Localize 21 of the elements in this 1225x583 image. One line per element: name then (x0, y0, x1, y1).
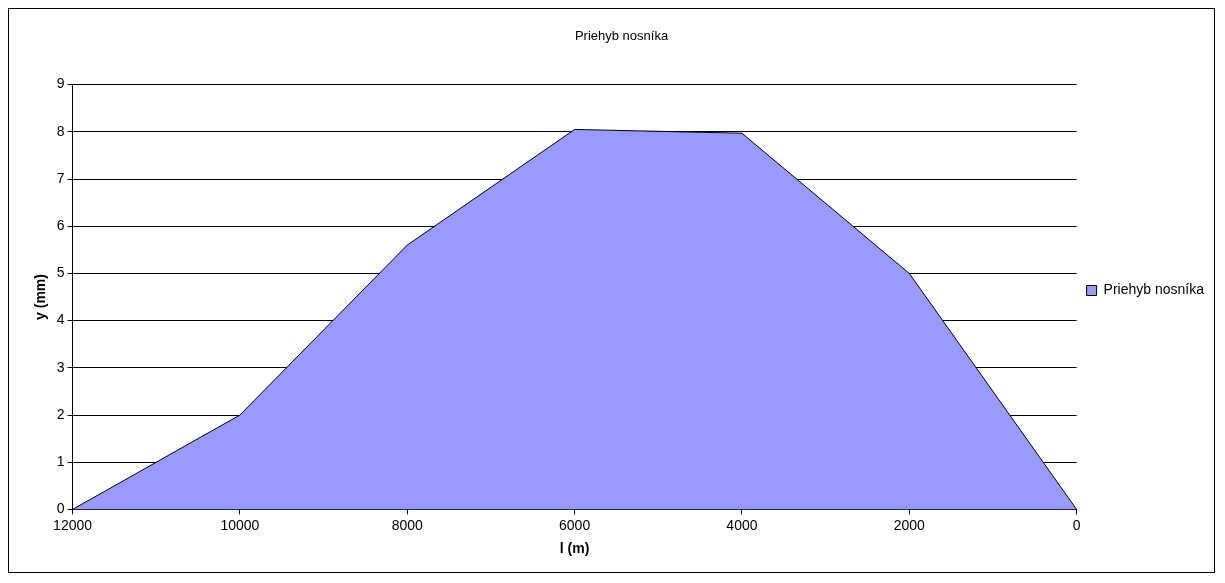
x-axis-title: l (m) (559, 540, 590, 557)
y-tick-label: 2 (56, 405, 65, 422)
y-tick-label: 7 (56, 169, 65, 186)
y-tick-label: 3 (56, 358, 65, 375)
y-axis-title: y (mm) (32, 274, 49, 320)
x-tick-label: 12000 (53, 516, 93, 533)
y-tick-label: 5 (56, 264, 65, 281)
x-tick-label: 4000 (726, 516, 758, 533)
y-tick-label: 6 (56, 217, 65, 234)
x-tick-label: 2000 (893, 516, 926, 533)
chart-title: Priehyb nosníka (574, 28, 669, 44)
y-tick-label: 4 (56, 311, 65, 328)
y-tick-label: 0 (56, 500, 65, 517)
x-tick-label: 10000 (220, 516, 260, 533)
y-tick-label: 9 (56, 75, 65, 92)
y-tick-label: 8 (56, 122, 65, 139)
x-tick-label: 8000 (391, 516, 424, 533)
y-tick-label: 1 (56, 453, 65, 470)
legend-label: Priehyb nosníka (1103, 281, 1205, 298)
x-tick-label: 0 (1072, 516, 1081, 533)
x-tick-label: 6000 (559, 516, 591, 533)
